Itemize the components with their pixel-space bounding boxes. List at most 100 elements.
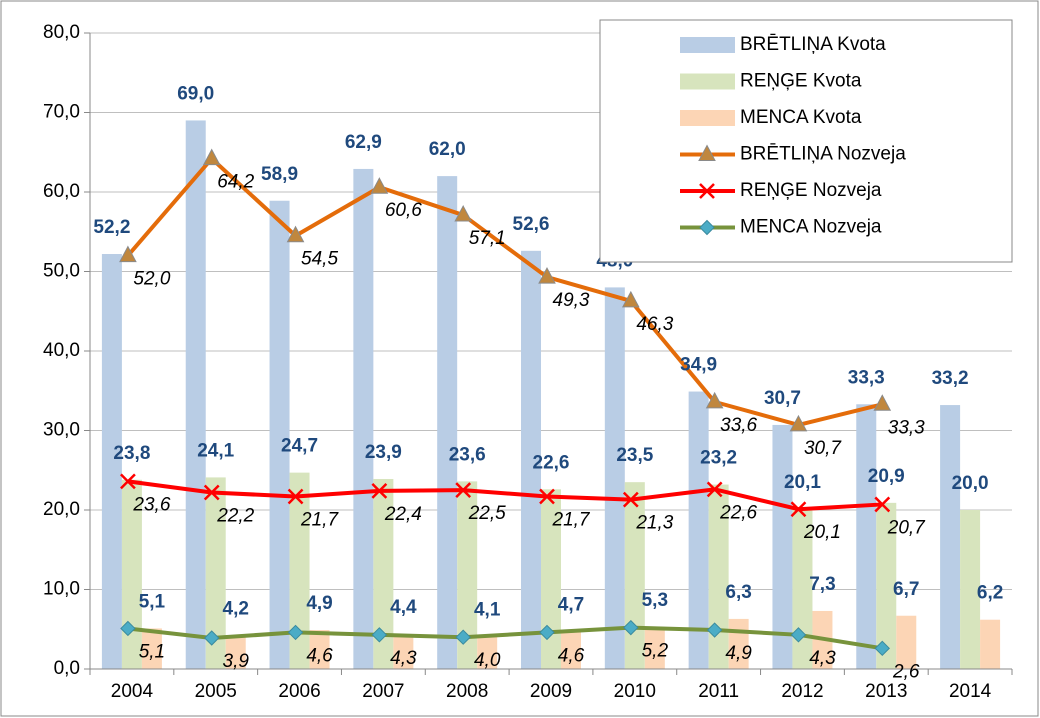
data-label: 46,3	[636, 314, 673, 335]
legend-label: BRĒTLIŅA Kvota	[740, 34, 886, 55]
bar	[541, 489, 561, 669]
legend-swatch	[680, 110, 735, 126]
y-tick-label: 20,0	[43, 499, 80, 520]
marker	[790, 501, 807, 518]
data-label: 4,3	[390, 648, 417, 669]
bar	[521, 250, 541, 669]
legend-label: BRĒTLIŅA Nozveja	[740, 144, 906, 165]
data-label: 64,2	[217, 172, 254, 193]
bar	[289, 472, 310, 669]
y-tick-label: 60,0	[43, 181, 80, 202]
data-label: 3,9	[223, 651, 250, 672]
marker	[705, 391, 724, 409]
y-tick-label: 50,0	[43, 261, 80, 282]
bar	[856, 404, 877, 669]
bar	[185, 120, 206, 669]
data-label: 24,7	[281, 436, 318, 457]
bar	[876, 502, 897, 669]
data-label: 22,5	[468, 503, 506, 524]
bar	[373, 478, 394, 669]
legend-label: REŅĢE Kvota	[740, 71, 862, 92]
marker	[455, 482, 472, 499]
y-tick-label: 80,0	[43, 22, 80, 43]
bar	[644, 626, 665, 669]
data-label: 20,0	[952, 473, 989, 494]
marker	[790, 627, 807, 643]
data-label: 5,2	[642, 641, 669, 662]
legend-box	[599, 19, 1013, 263]
marker	[539, 488, 555, 505]
data-label: 6,3	[725, 582, 751, 603]
y-tick-label: 0,0	[54, 658, 80, 679]
marker	[706, 622, 723, 638]
data-label: 23,6	[132, 494, 170, 515]
bar	[457, 481, 478, 669]
legend-label: MENCA Nozveja	[740, 217, 882, 238]
bar	[101, 254, 122, 669]
line	[127, 625, 883, 651]
data-label: 5,3	[642, 590, 668, 611]
data-label: 23,5	[616, 445, 653, 466]
data-label: 23,6	[449, 444, 486, 465]
bar	[896, 615, 917, 669]
legend-swatch	[680, 73, 735, 90]
marker	[203, 484, 220, 501]
marker	[874, 496, 891, 513]
bar	[960, 510, 981, 669]
x-tick-label: 2009	[530, 681, 572, 702]
y-tick-label: 30,0	[43, 420, 80, 441]
data-label: 52,0	[133, 269, 170, 290]
data-label: 58,9	[261, 164, 298, 185]
data-label: 52,6	[513, 214, 550, 235]
data-label: 6,2	[977, 583, 1003, 604]
data-label: 52,2	[93, 217, 130, 238]
x-tick-label: 2013	[865, 681, 907, 702]
data-label: 23,8	[113, 443, 150, 464]
y-tick-label: 40,0	[43, 340, 80, 361]
marker	[538, 267, 556, 284]
legend-marker	[699, 183, 715, 199]
bar	[309, 630, 330, 669]
legend-label: MENCA Kvota	[740, 107, 862, 128]
data-label: 4,9	[725, 643, 752, 664]
data-label: 7,3	[809, 574, 835, 595]
data-label: 22,2	[216, 506, 254, 527]
data-label: 34,9	[680, 355, 717, 376]
bar	[353, 168, 374, 669]
y-tick-label: 10,0	[43, 579, 80, 600]
data-label: 22,6	[533, 452, 570, 473]
marker	[539, 624, 555, 641]
data-label: 4,6	[558, 645, 585, 666]
data-label: 4,3	[809, 648, 836, 669]
data-label: 23,2	[700, 448, 737, 469]
data-label: 24,1	[197, 440, 234, 461]
data-label: 33,3	[848, 367, 885, 388]
data-label: 57,1	[469, 228, 506, 249]
data-label: 54,5	[301, 249, 338, 270]
data-label: 4,2	[223, 599, 249, 620]
data-label: 2,6	[892, 661, 920, 682]
data-label: 5,1	[139, 641, 165, 662]
marker	[706, 481, 723, 498]
legend-swatch	[680, 37, 735, 53]
x-tick-label: 2004	[111, 681, 154, 702]
marker	[623, 619, 639, 636]
data-label: 21,7	[552, 510, 591, 531]
data-label: 62,9	[345, 132, 382, 153]
marker	[120, 473, 136, 490]
bar	[772, 424, 793, 669]
data-label: 4,9	[306, 593, 332, 614]
marker	[120, 620, 136, 637]
data-label: 21,7	[300, 510, 339, 531]
data-label: 30,7	[804, 438, 842, 459]
data-label: 33,6	[720, 415, 757, 436]
data-label: 4,4	[390, 597, 417, 618]
data-label: 4,7	[558, 595, 584, 616]
x-tick-label: 2008	[446, 681, 488, 702]
bar	[477, 636, 498, 669]
marker	[202, 148, 221, 166]
x-tick-label: 2005	[195, 681, 237, 702]
bar	[688, 391, 709, 669]
marker	[287, 624, 304, 641]
